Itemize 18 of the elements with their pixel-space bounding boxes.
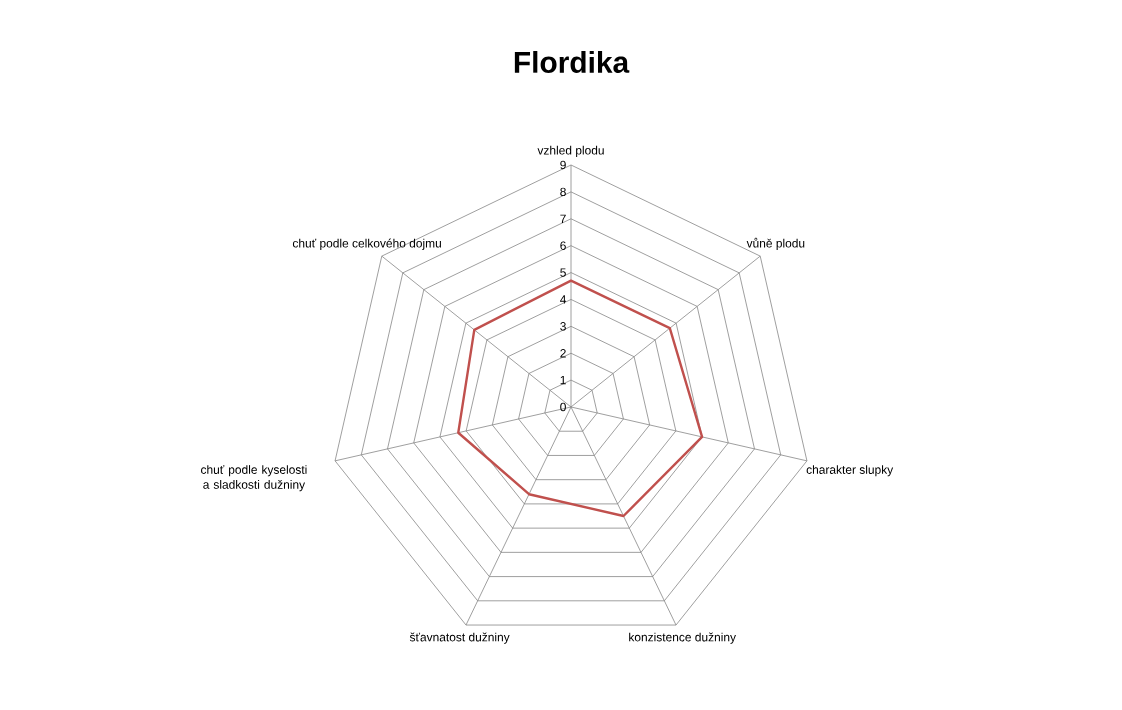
spoke-label: vzhled plodu xyxy=(537,145,604,157)
y-tick-label: 0 xyxy=(560,402,566,412)
y-tick-label: 9 xyxy=(560,160,566,170)
y-tick-label: 4 xyxy=(560,295,567,304)
y-tick-label: 6 xyxy=(560,241,566,250)
spoke-label: charakter slupky xyxy=(806,465,894,477)
y-tick-label: 2 xyxy=(560,349,566,358)
y-tick-label: 7 xyxy=(560,214,566,223)
chart-title: Flordika xyxy=(514,51,630,73)
y-tick-label: 5 xyxy=(560,268,566,277)
spoke-label: chuť podle celkového dojmu xyxy=(292,238,441,250)
spoke-label: konzistence dužniny xyxy=(629,632,736,644)
y-tick-label: 8 xyxy=(560,187,566,197)
spoke-label: šťavnatost dužniny xyxy=(409,632,510,644)
spoke-label: vůně plodu xyxy=(746,237,805,250)
y-tick-label: 3 xyxy=(560,322,566,331)
spoke-label: chuť podle kyselosti a sladkosti dužniny xyxy=(201,465,307,492)
y-tick-label: 1 xyxy=(560,376,566,385)
